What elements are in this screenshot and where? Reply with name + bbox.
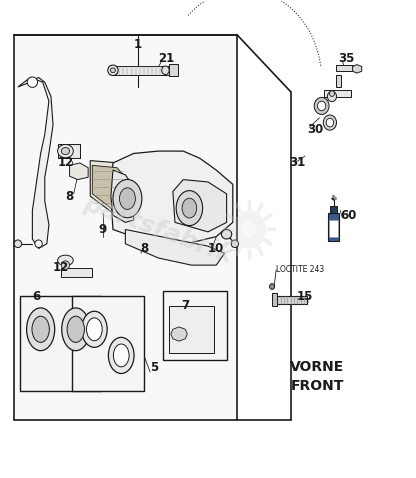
- Text: partsfabrik: partsfabrik: [80, 191, 236, 268]
- Ellipse shape: [176, 191, 203, 226]
- Bar: [276, 295, 307, 304]
- Text: 9: 9: [99, 223, 107, 236]
- Polygon shape: [125, 229, 225, 265]
- Text: 60: 60: [340, 209, 357, 222]
- Ellipse shape: [67, 316, 84, 342]
- Ellipse shape: [57, 144, 73, 158]
- Text: FRONT: FRONT: [291, 380, 344, 393]
- Text: 35: 35: [338, 52, 354, 65]
- Bar: [330, 206, 337, 213]
- Bar: [336, 75, 341, 87]
- Bar: [336, 65, 353, 71]
- Polygon shape: [111, 151, 233, 249]
- Polygon shape: [92, 165, 127, 213]
- Ellipse shape: [57, 255, 73, 266]
- Text: 12: 12: [57, 156, 74, 170]
- Polygon shape: [171, 327, 187, 341]
- Ellipse shape: [329, 91, 334, 97]
- Bar: [272, 293, 277, 306]
- Circle shape: [233, 210, 266, 249]
- Ellipse shape: [119, 188, 135, 209]
- Ellipse shape: [317, 101, 326, 111]
- Bar: [328, 213, 339, 241]
- Text: 8: 8: [140, 242, 148, 255]
- Ellipse shape: [82, 311, 107, 348]
- Ellipse shape: [327, 91, 337, 102]
- Ellipse shape: [109, 337, 134, 373]
- Ellipse shape: [231, 240, 239, 248]
- Text: VORNE: VORNE: [290, 360, 344, 374]
- Text: LOCTITE 243: LOCTITE 243: [276, 265, 324, 274]
- Polygon shape: [353, 65, 362, 73]
- Polygon shape: [173, 180, 227, 232]
- Ellipse shape: [27, 77, 37, 87]
- Ellipse shape: [111, 68, 115, 73]
- Ellipse shape: [108, 65, 118, 76]
- Polygon shape: [14, 34, 237, 420]
- Ellipse shape: [162, 66, 169, 75]
- Ellipse shape: [113, 179, 142, 218]
- Ellipse shape: [270, 283, 275, 289]
- Ellipse shape: [35, 240, 42, 248]
- Text: 8: 8: [65, 190, 74, 203]
- Ellipse shape: [221, 229, 232, 239]
- Ellipse shape: [61, 148, 69, 155]
- Text: 31: 31: [289, 156, 305, 170]
- Ellipse shape: [27, 308, 54, 351]
- Bar: [113, 66, 169, 75]
- Ellipse shape: [314, 98, 329, 115]
- Polygon shape: [90, 161, 131, 217]
- Text: 5: 5: [150, 361, 158, 374]
- Ellipse shape: [182, 198, 197, 218]
- Bar: [57, 144, 80, 158]
- Ellipse shape: [61, 261, 69, 270]
- Text: 10: 10: [208, 242, 224, 255]
- Ellipse shape: [332, 197, 335, 200]
- Bar: [324, 90, 351, 98]
- Text: 7: 7: [181, 299, 189, 312]
- Text: 6: 6: [32, 290, 41, 303]
- Bar: [163, 291, 227, 360]
- Bar: [329, 220, 338, 237]
- Ellipse shape: [14, 240, 22, 248]
- Bar: [169, 64, 178, 76]
- Ellipse shape: [114, 344, 129, 367]
- Bar: [61, 268, 92, 277]
- Ellipse shape: [323, 115, 337, 130]
- Text: 30: 30: [307, 123, 324, 136]
- Ellipse shape: [62, 308, 90, 351]
- Bar: [169, 305, 214, 353]
- Polygon shape: [18, 77, 53, 249]
- Polygon shape: [69, 163, 88, 180]
- Ellipse shape: [32, 316, 50, 342]
- Polygon shape: [111, 170, 134, 222]
- Bar: [72, 296, 144, 391]
- Text: 15: 15: [297, 290, 313, 303]
- Ellipse shape: [326, 118, 334, 127]
- Circle shape: [242, 221, 257, 238]
- Text: 12: 12: [53, 261, 69, 274]
- Polygon shape: [136, 192, 152, 213]
- Text: 1: 1: [134, 38, 142, 51]
- Bar: [20, 296, 101, 391]
- Text: 21: 21: [158, 52, 175, 65]
- Ellipse shape: [87, 318, 102, 341]
